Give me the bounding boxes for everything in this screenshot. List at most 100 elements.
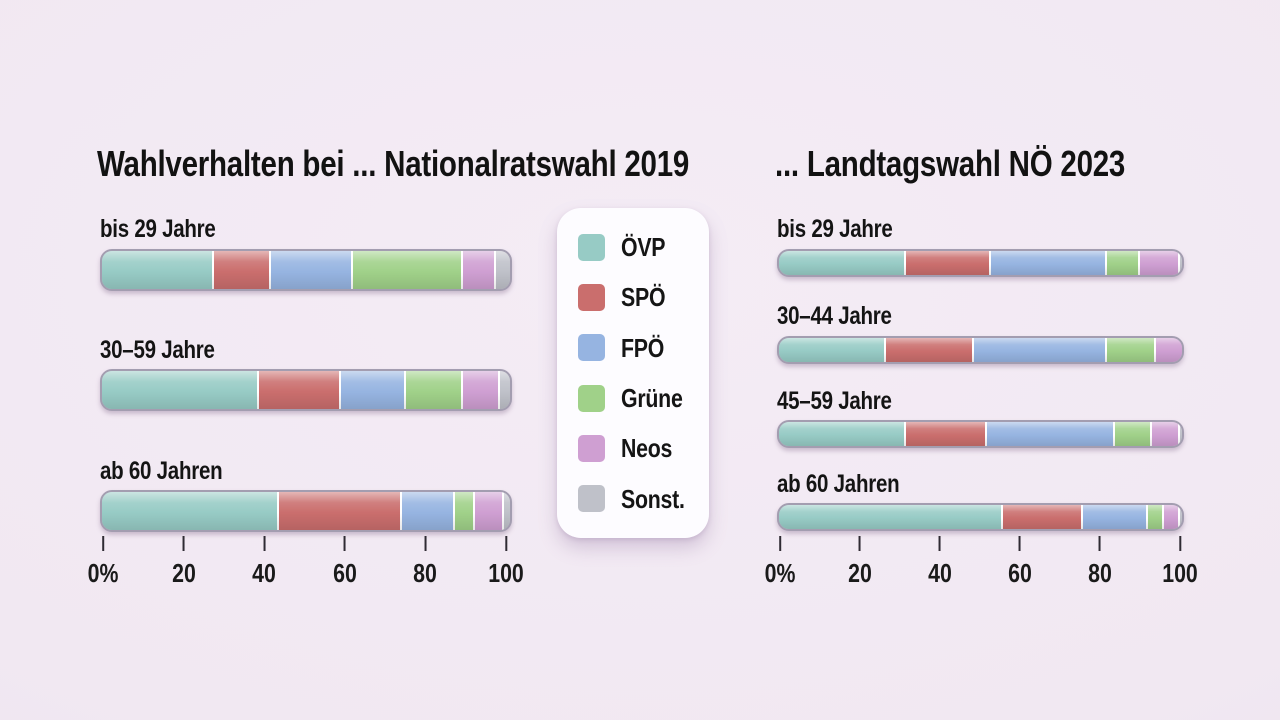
- chart-title-nationalratswahl: Wahlverhalten bei ... Nationalratswahl 2…: [97, 142, 819, 186]
- bar-segment-sonst: [497, 371, 510, 409]
- bar-segment-fpoe: [988, 251, 1106, 275]
- axis-tick: 80: [411, 536, 440, 589]
- tick-label: 100: [488, 558, 524, 588]
- legend-swatch-spoe: [578, 283, 605, 311]
- axis-tick: 0%: [761, 536, 799, 589]
- age-group-label-text: 45–59 Jahre: [777, 387, 892, 415]
- legend-items: ÖVP SPÖ FPÖ Grüne Neos Sonst.: [557, 208, 709, 538]
- tick-label: 20: [848, 558, 872, 588]
- tick-label: 0%: [764, 558, 796, 588]
- legend-swatch-sonst: [578, 485, 605, 513]
- bar-segment-neos: [1161, 505, 1178, 529]
- legend-label-text: Sonst.: [621, 483, 685, 514]
- bar-segment-sonst: [1177, 505, 1182, 529]
- bar-segment-spoe: [1000, 505, 1082, 529]
- legend-label-text: Grüne: [621, 383, 683, 414]
- legend-label: Sonst.: [621, 485, 699, 513]
- tick-label: 60: [1008, 558, 1032, 588]
- bar-segment-neos: [1153, 338, 1182, 362]
- chart-title-text: Wahlverhalten bei ... Nationalratswahl 2…: [97, 143, 690, 184]
- bar-segment-spoe: [257, 371, 339, 409]
- bar-segment-fpoe: [269, 251, 351, 289]
- bar-segment-fpoe: [338, 371, 404, 409]
- bar-segment-neos: [1149, 422, 1178, 446]
- bar-segment-fpoe: [972, 338, 1106, 362]
- bar-segment-gruene: [403, 371, 461, 409]
- bar-segment-oevp: [102, 251, 213, 289]
- bar-segment-sonst: [493, 251, 510, 289]
- legend-label: SPÖ: [621, 283, 675, 311]
- age-group-label: 45–59 Jahre: [777, 387, 917, 415]
- bar-segment-neos: [461, 371, 498, 409]
- axis-tick: 60: [1006, 536, 1035, 589]
- legend-swatch-gruene: [578, 384, 605, 412]
- bar-segment-gruene: [1113, 422, 1150, 446]
- bar-segment-fpoe: [399, 492, 453, 530]
- bar-segment-fpoe: [984, 422, 1114, 446]
- axis-tick: 40: [926, 536, 955, 589]
- legend-item-oevp: ÖVP: [578, 233, 709, 261]
- bar-segment-gruene: [350, 251, 462, 289]
- age-group-label: bis 29 Jahre: [777, 215, 918, 243]
- tick-mark: [938, 536, 941, 551]
- bar-segment-neos: [1137, 251, 1178, 275]
- bar-segment-oevp: [102, 492, 278, 530]
- bar-segment-gruene: [1105, 251, 1138, 275]
- bar-segment-sonst: [1177, 422, 1182, 446]
- bar-segment-neos: [473, 492, 502, 530]
- age-group-label: ab 60 Jahren: [777, 470, 926, 498]
- tick-mark: [101, 536, 104, 551]
- legend-item-gruene: Grüne: [578, 384, 709, 412]
- bar-segment-gruene: [1145, 505, 1162, 529]
- bar-segment-spoe: [883, 338, 973, 362]
- stacked-bar: [777, 503, 1184, 531]
- tick-mark: [263, 536, 266, 551]
- tick-label: 80: [413, 558, 438, 588]
- axis-tick: 80: [1086, 536, 1115, 589]
- tick-mark: [1178, 536, 1181, 551]
- stacked-bar: [100, 249, 512, 291]
- tick-mark: [504, 536, 507, 551]
- legend-item-fpoe: FPÖ: [578, 334, 709, 362]
- age-group-label: ab 60 Jahren: [100, 457, 249, 485]
- legend-label-text: Neos: [621, 433, 673, 464]
- tick-label: 60: [332, 558, 357, 588]
- bar-segment-sonst: [1177, 251, 1182, 275]
- stacked-bar: [777, 249, 1184, 277]
- age-group-label: bis 29 Jahre: [100, 215, 241, 243]
- tick-label: 100: [1162, 558, 1198, 588]
- axis-tick: 100: [1158, 536, 1201, 589]
- legend: ÖVP SPÖ FPÖ Grüne Neos Sonst.: [557, 208, 709, 538]
- bar-segment-fpoe: [1081, 505, 1146, 529]
- stacked-bar: [100, 369, 512, 411]
- axis-tick: 60: [330, 536, 359, 589]
- bar-segment-sonst: [501, 492, 510, 530]
- tick-mark: [343, 536, 346, 551]
- legend-label-text: SPÖ: [621, 282, 666, 313]
- axis-tick: 100: [484, 536, 527, 589]
- tick-mark: [1018, 536, 1021, 551]
- age-group-label-text: 30–59 Jahre: [100, 336, 215, 364]
- legend-label-text: FPÖ: [621, 332, 665, 363]
- chart-title-landtagswahl: ... Landtagswahl NÖ 2023: [775, 142, 1202, 186]
- legend-label-text: ÖVP: [621, 232, 666, 263]
- bar-segment-spoe: [903, 422, 985, 446]
- age-group-label-text: ab 60 Jahren: [777, 470, 900, 498]
- bar-segment-spoe: [903, 251, 989, 275]
- legend-item-sonst: Sonst.: [578, 485, 709, 513]
- tick-label: 20: [171, 558, 196, 588]
- tick-mark: [778, 536, 781, 551]
- bar-segment-oevp: [779, 251, 904, 275]
- legend-swatch-neos: [578, 434, 605, 462]
- bar-segment-neos: [461, 251, 494, 289]
- legend-label: ÖVP: [621, 233, 675, 261]
- stacked-bar: [777, 420, 1184, 448]
- tick-label: 80: [1088, 558, 1112, 588]
- legend-swatch-oevp: [578, 233, 605, 261]
- tick-mark: [858, 536, 861, 551]
- legend-item-spoe: SPÖ: [578, 283, 709, 311]
- tick-mark: [1098, 536, 1101, 551]
- x-axis: 0% 20 40 60 80 100: [88, 536, 524, 598]
- tick-mark: [182, 536, 185, 551]
